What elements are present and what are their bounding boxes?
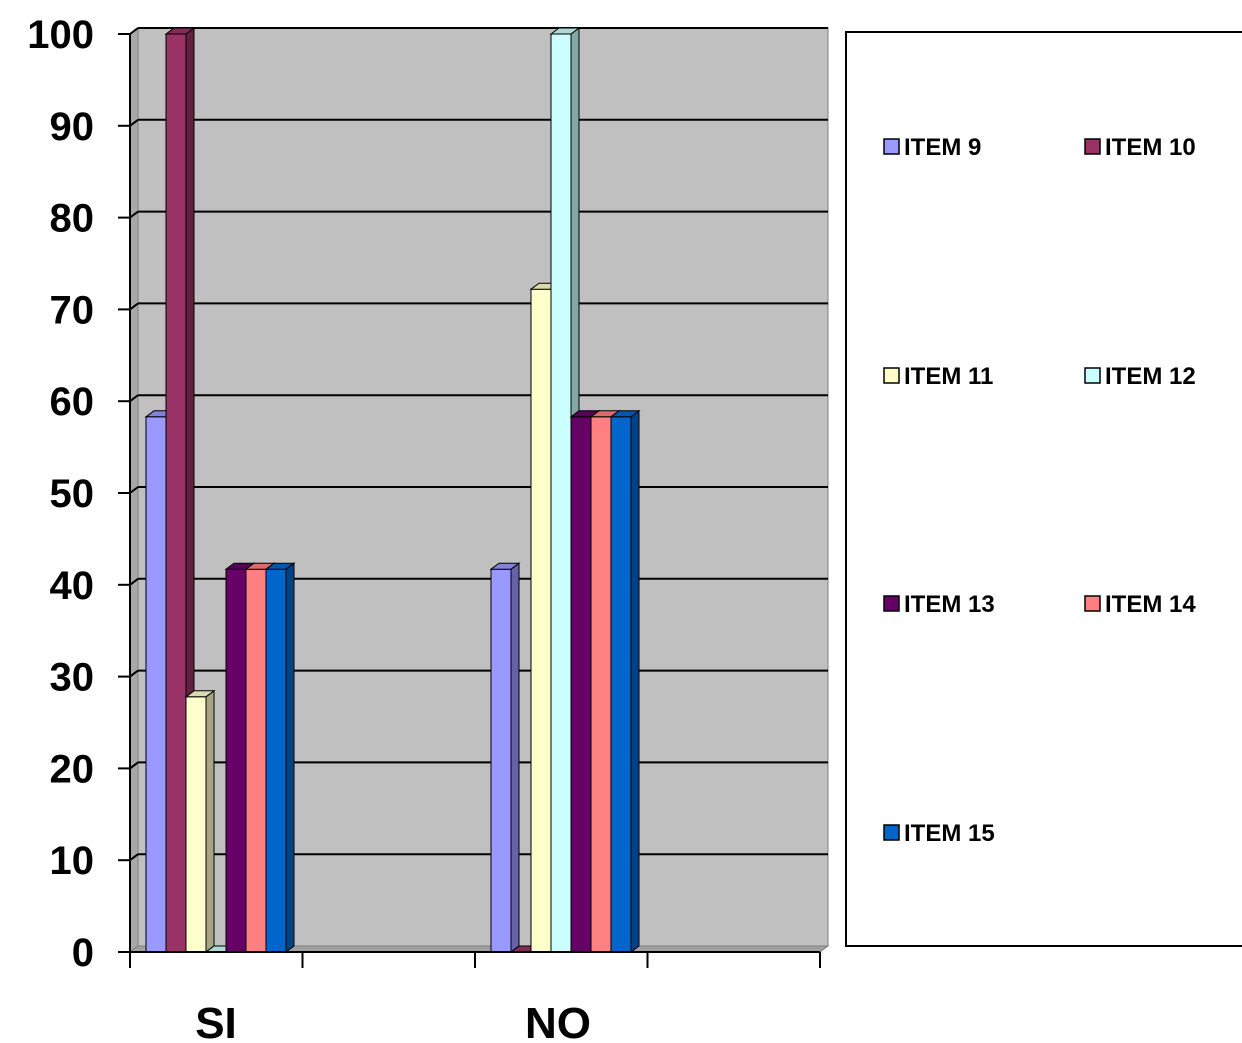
bar-front: [610, 416, 632, 953]
axes: 0 10 20 30 40 50 60 70 80 90 100 SI NO: [27, 13, 821, 1043]
legend-label: ITEM 11: [904, 363, 993, 390]
bar-front: [185, 696, 207, 953]
gridline-depth: [129, 853, 139, 862]
legend-swatch: [1084, 367, 1101, 384]
y-tick-label: 30: [50, 656, 95, 700]
bar-front: [165, 33, 187, 953]
bar-side: [630, 409, 640, 953]
bar-front: [265, 568, 287, 953]
y-tick-label: 50: [50, 472, 95, 516]
bar-top: [184, 690, 216, 698]
y-tick-label: 40: [50, 564, 95, 608]
bar-top: [489, 562, 521, 570]
bar: [184, 689, 216, 953]
bar-top: [264, 562, 296, 570]
y-tick-label: 70: [50, 288, 95, 332]
bar: [489, 562, 521, 953]
y-tick-label: 90: [50, 105, 95, 149]
legend-label: ITEM 10: [1105, 134, 1196, 161]
gridline-depth: [129, 577, 139, 586]
gridline-depth: [129, 302, 139, 311]
bar-top: [609, 410, 641, 418]
legend-swatch: [883, 595, 900, 612]
legend-box: [845, 31, 1242, 947]
bar-front: [490, 568, 512, 953]
gridline-depth: [129, 669, 139, 678]
legend-swatch: [883, 824, 900, 841]
gridline-depth: [129, 27, 139, 35]
legend-swatch: [1084, 138, 1101, 155]
legend-swatch: [1084, 595, 1101, 612]
legend: ITEM 9 ITEM 10 ITEM 11 ITEM 12 ITEM 13 ITEM 1…: [845, 31, 1242, 947]
y-tick-label: 80: [50, 197, 95, 241]
bar-side: [510, 562, 520, 953]
legend-swatch: [883, 367, 900, 384]
legend-label: ITEM 12: [1105, 363, 1196, 390]
bar-front: [570, 416, 592, 953]
bar: [264, 562, 296, 953]
gridline-depth: [129, 486, 139, 494]
x-tick-label: SI: [195, 999, 237, 1043]
gridline-depth: [129, 761, 139, 770]
legend-label: ITEM 14: [1105, 591, 1196, 618]
legend-label: ITEM 9: [904, 134, 981, 161]
y-tick-label: 20: [50, 747, 95, 791]
gridline-depth: [129, 394, 139, 403]
y-tick-label: 0: [72, 931, 94, 975]
y-tick-label: 100: [27, 13, 94, 57]
bar-side: [285, 562, 295, 953]
y-tick-label: 10: [50, 839, 95, 883]
bar-top: [164, 27, 196, 35]
bar-side: [205, 689, 215, 953]
gridline-depth: [129, 119, 139, 127]
bar: [609, 409, 641, 953]
legend-label: ITEM 15: [904, 820, 995, 847]
legend-swatch: [883, 138, 900, 155]
legend-label: ITEM 13: [904, 591, 995, 618]
bar-front: [550, 33, 572, 953]
bar-top: [549, 27, 581, 35]
x-tick-label: NO: [525, 999, 591, 1043]
bar-front: [530, 288, 552, 953]
gridline-depth: [129, 210, 139, 219]
bar-front: [245, 568, 267, 953]
y-tick-label: 60: [50, 380, 95, 424]
bar-front: [225, 568, 247, 953]
bar-front: [590, 416, 612, 953]
bar-front: [145, 416, 167, 953]
